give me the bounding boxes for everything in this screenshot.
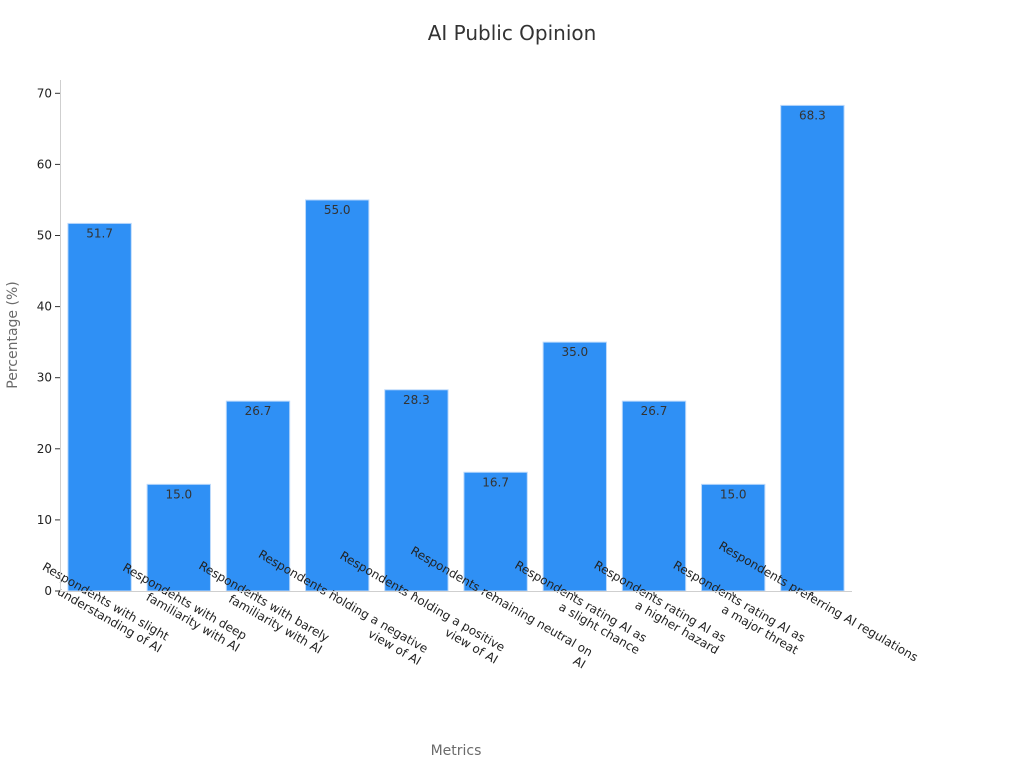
- chart-title: AI Public Opinion: [428, 21, 597, 45]
- bar: [225, 400, 291, 592]
- bar: [67, 222, 132, 592]
- bar: [542, 341, 607, 592]
- bar-value-label: 26.7: [245, 404, 272, 418]
- bar-value-label: 28.3: [403, 393, 430, 407]
- y-axis-label: Percentage (%): [5, 281, 21, 388]
- bar: [305, 199, 370, 592]
- bar-value-label: 15.0: [165, 487, 192, 501]
- bar-value-label: 51.7: [86, 226, 113, 240]
- bar-series: 51.7 15.0 26.7 55.0 28.3 16.7 35.0 26.7 15.0 68.3: [67, 104, 845, 592]
- y-tick-label: 60: [37, 157, 52, 171]
- bar-value-label: 16.7: [482, 475, 509, 489]
- y-tick-label: 50: [37, 229, 52, 243]
- y-tick-label: 20: [37, 442, 52, 456]
- bar: [701, 483, 766, 592]
- bar-value-label: 35.0: [561, 345, 588, 359]
- bar-value-label: 15.0: [720, 487, 747, 501]
- y-tick-label: 70: [37, 86, 52, 100]
- bar-value-label: 55.0: [324, 203, 351, 217]
- bar: [780, 104, 845, 592]
- bar: [384, 389, 449, 592]
- bar-value-label: 68.3: [799, 108, 826, 122]
- x-axis-label: Metrics: [431, 743, 482, 759]
- y-tick-label: 10: [37, 513, 52, 527]
- bar: [463, 471, 528, 592]
- bar: [146, 483, 211, 592]
- bar-value-label: 26.7: [641, 404, 668, 418]
- y-axis: 0 10 20 30 40 50 60 70: [37, 86, 60, 598]
- bar: [621, 400, 687, 592]
- y-tick-label: 0: [44, 584, 52, 598]
- y-tick-label: 30: [37, 371, 52, 385]
- y-tick-label: 40: [37, 300, 52, 314]
